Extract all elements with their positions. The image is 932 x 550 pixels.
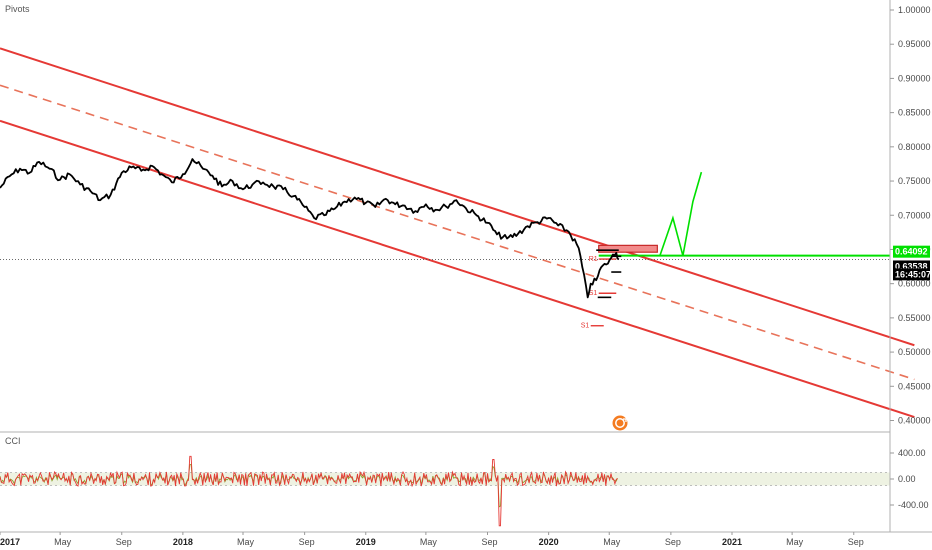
cci-pane[interactable] xyxy=(0,455,890,527)
pivot-level-label: R1 xyxy=(589,256,598,263)
price-tick-label: 0.90000 xyxy=(898,73,931,83)
time-axis[interactable]: 2017 May Sep 2018 May Sep 2019 May Sep 2020 May Sep… xyxy=(0,532,864,547)
price-tag-text: 16:45:07 xyxy=(895,269,931,279)
price-tick-label: 0.45000 xyxy=(898,381,931,391)
price-tick-label: 0.85000 xyxy=(898,108,931,118)
cci-tick-label: 400.00 xyxy=(898,448,926,458)
time-tick-label: 2017 xyxy=(0,537,20,547)
channel-middle-line xyxy=(0,84,915,381)
price-line xyxy=(0,158,620,299)
time-tick-label: Sep xyxy=(665,537,681,547)
price-tick-label: 0.70000 xyxy=(898,210,931,220)
price-tick-label: 0.75000 xyxy=(898,176,931,186)
price-tick-label: 0.95000 xyxy=(898,39,931,49)
cci-tick-label: -400.00 xyxy=(898,500,929,510)
pivot-level-label: S1 xyxy=(589,290,598,297)
pivots-indicator-label[interactable]: Pivots xyxy=(5,4,30,14)
reload-icon[interactable] xyxy=(612,415,628,431)
channel-lower-line xyxy=(0,119,915,419)
time-tick-label: May xyxy=(603,537,621,547)
forecast-path xyxy=(659,171,703,256)
time-tick-label: May xyxy=(786,537,804,547)
time-tick-label: Sep xyxy=(116,537,132,547)
price-tick-label: 0.50000 xyxy=(898,347,931,357)
channel-upper-line xyxy=(0,47,915,347)
cci-line xyxy=(0,455,618,527)
time-tick-label: Sep xyxy=(848,537,864,547)
time-tick-label: Sep xyxy=(481,537,497,547)
cci-tick-label: 0.00 xyxy=(898,474,916,484)
time-tick-label: 2020 xyxy=(539,537,559,547)
price-tag-text: 0.64092 xyxy=(895,247,928,257)
time-tick-label: 2019 xyxy=(356,537,376,547)
pivot-level-label: S1 xyxy=(581,323,590,330)
time-tick-label: 2018 xyxy=(173,537,193,547)
time-tick-label: May xyxy=(237,537,255,547)
price-tag-text: 0.63538 xyxy=(895,261,928,271)
time-tick-label: 2021 xyxy=(722,537,742,547)
time-tick-label: May xyxy=(420,537,438,547)
price-tag-box xyxy=(893,245,930,258)
price-tick-label: 0.80000 xyxy=(898,142,931,152)
cci-axis[interactable]: 400.00 0.00 -400.00 xyxy=(890,448,929,510)
price-tick-label: 0.55000 xyxy=(898,313,931,323)
cci-indicator-label[interactable]: CCI xyxy=(5,436,21,446)
time-tick-label: Sep xyxy=(299,537,315,547)
price-tick-label: 0.40000 xyxy=(898,416,931,426)
time-tick-label: May xyxy=(54,537,72,547)
resistance-zone xyxy=(598,244,658,253)
price-pane[interactable]: R1 S1 S1 xyxy=(0,47,915,419)
price-tick-label: 0.60000 xyxy=(898,279,931,289)
price-tick-label: 1.00000 xyxy=(898,5,931,15)
price-tag-box xyxy=(893,268,930,281)
